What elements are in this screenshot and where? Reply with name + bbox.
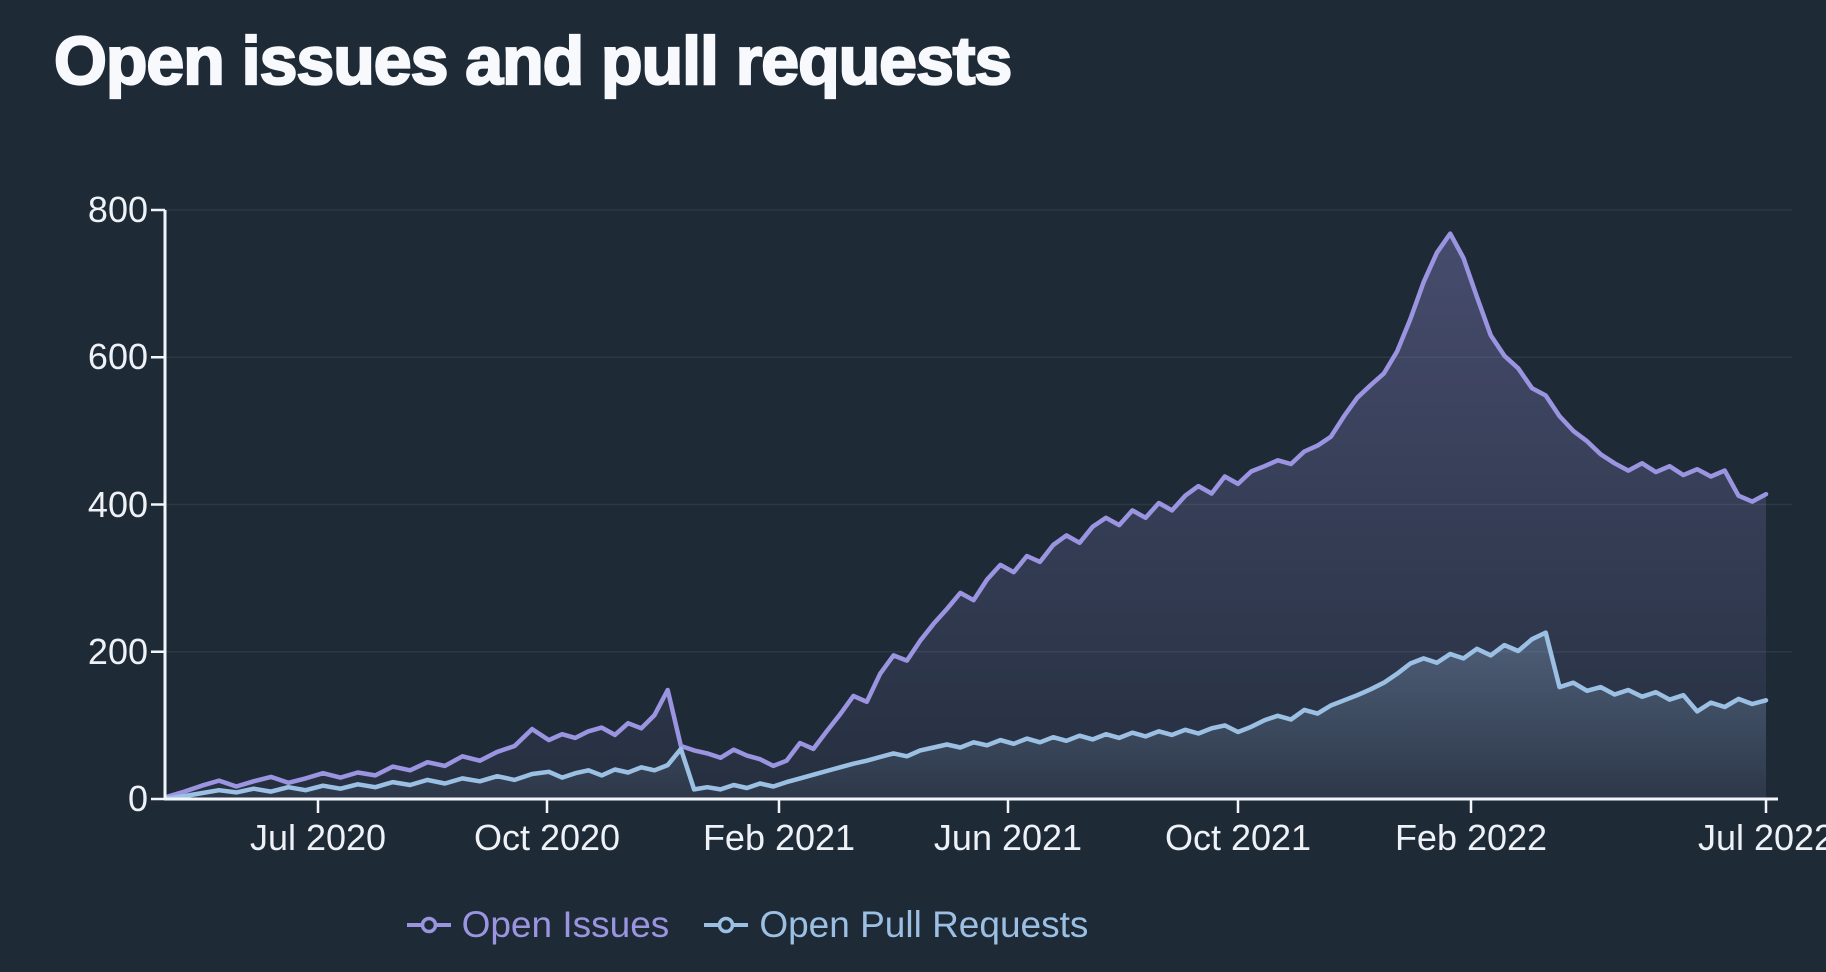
legend-label: Open Pull Requests (759, 904, 1089, 945)
y-tick-label-0: 0 (127, 778, 148, 819)
line-open-issues (164, 231, 1769, 800)
chart-legend: Open Issues Open Pull Requests (406, 903, 1088, 947)
x-tick-label-jun-2021: Jun 2021 (933, 817, 1083, 858)
x-tick-label-oct-2021: Oct 2021 (1164, 817, 1312, 858)
legend-row: Open Issues Open Pull Requests (0, 903, 1826, 947)
line-open-pull-requests (164, 630, 1769, 801)
y-tick-label-600: 600 (87, 336, 148, 378)
legend-item-open-pull-requests[interactable]: Open Pull Requests (703, 903, 1088, 947)
area-open-issues (167, 233, 1766, 800)
x-tick-label-jul-2022: Jul 2022 (1697, 817, 1826, 858)
legend-line-marker-icon (704, 916, 749, 934)
legend-label: Open Issues (461, 904, 670, 945)
x-tick-label-jul-2020: Jul 2020 (249, 817, 387, 858)
page-title: Open issues and pull requests (53, 22, 1013, 100)
legend-line-marker-icon (406, 916, 451, 934)
x-tick-label-oct-2020: Oct 2020 (473, 817, 621, 858)
y-tick-label-200: 200 (87, 630, 148, 672)
area-open-pull-requests (167, 632, 1766, 799)
legend-item-open-issues[interactable]: Open Issues (406, 903, 670, 947)
x-tick-label-feb-2022: Feb 2022 (1394, 817, 1548, 858)
x-tick-label-feb-2021: Feb 2021 (702, 817, 856, 858)
y-tick-label-400: 400 (87, 483, 148, 525)
y-tick-label-800: 800 (87, 189, 148, 230)
